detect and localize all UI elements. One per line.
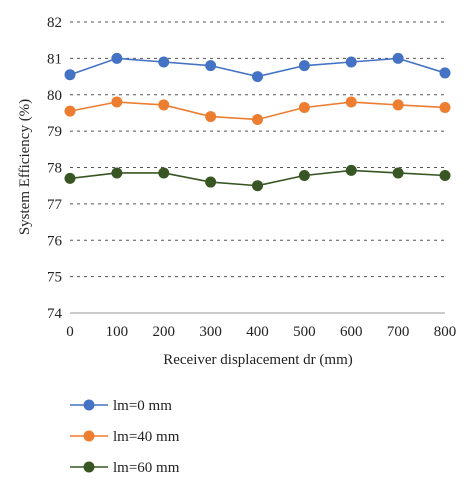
data-point	[158, 99, 170, 111]
data-point	[64, 69, 76, 81]
data-point	[392, 99, 404, 111]
data-point	[439, 67, 451, 79]
y-tick-label: 75	[47, 270, 62, 286]
x-tick-label: 300	[199, 324, 222, 340]
data-point	[205, 111, 217, 123]
x-tick-label: 800	[434, 324, 457, 340]
data-point	[205, 60, 217, 72]
legend-item-0: lm=0 mm	[70, 398, 172, 414]
grid-layer	[70, 21, 445, 278]
x-tick-label: 400	[246, 324, 269, 340]
x-tick-label: 500	[293, 324, 316, 340]
data-point	[158, 56, 170, 68]
series-0	[64, 52, 451, 83]
legend-label: lm=60 mm	[113, 460, 180, 476]
x-tick-label: 600	[340, 324, 363, 340]
legend: lm=0 mm lm=40 mm lm=60 mm	[70, 398, 180, 476]
data-point	[252, 71, 263, 83]
data-point	[64, 105, 76, 117]
data-point	[392, 167, 404, 179]
legend-item-2: lm=60 mm	[70, 460, 180, 476]
legend-marker	[83, 430, 95, 442]
data-point	[392, 52, 404, 64]
x-tick-label: 100	[106, 324, 129, 340]
series-layer	[64, 52, 451, 192]
axis-layer: 74 75 76 77 78 79 80 81 82 0 100 200 300 400 500 600 700…	[47, 15, 456, 340]
y-axis-title: System Efficiency (%)	[17, 99, 33, 235]
y-tick-label: 77	[47, 197, 63, 213]
series-2	[64, 164, 451, 192]
data-point	[252, 180, 263, 192]
data-point	[345, 164, 357, 176]
data-point	[111, 52, 123, 64]
y-tick-label: 82	[47, 15, 62, 31]
data-point	[158, 167, 170, 179]
data-point	[298, 101, 310, 113]
data-point	[298, 170, 310, 182]
x-tick-label: 700	[387, 324, 410, 340]
data-point	[111, 96, 123, 108]
data-point	[439, 101, 451, 113]
legend-label: lm=0 mm	[113, 398, 172, 414]
data-point	[345, 96, 357, 108]
data-point	[345, 56, 357, 68]
y-tick-label: 80	[47, 88, 62, 104]
legend-label: lm=40 mm	[113, 429, 180, 445]
x-axis-title: Receiver displacement dr (mm)	[163, 352, 353, 368]
legend-marker	[83, 399, 95, 411]
x-tick-label: 200	[153, 324, 176, 340]
legend-marker	[83, 461, 95, 473]
y-tick-label: 78	[47, 161, 62, 177]
y-tick-label: 74	[47, 306, 63, 322]
data-point	[439, 170, 451, 182]
data-point	[64, 172, 76, 184]
data-point	[298, 60, 310, 72]
x-tick-label: 0	[66, 324, 74, 340]
series-1	[64, 96, 451, 125]
y-tick-label: 79	[47, 124, 62, 140]
y-tick-label: 76	[47, 233, 63, 249]
data-point	[252, 113, 263, 125]
data-point	[205, 176, 217, 188]
y-tick-label: 81	[47, 51, 62, 67]
data-point	[111, 167, 123, 179]
legend-item-1: lm=40 mm	[70, 429, 180, 445]
